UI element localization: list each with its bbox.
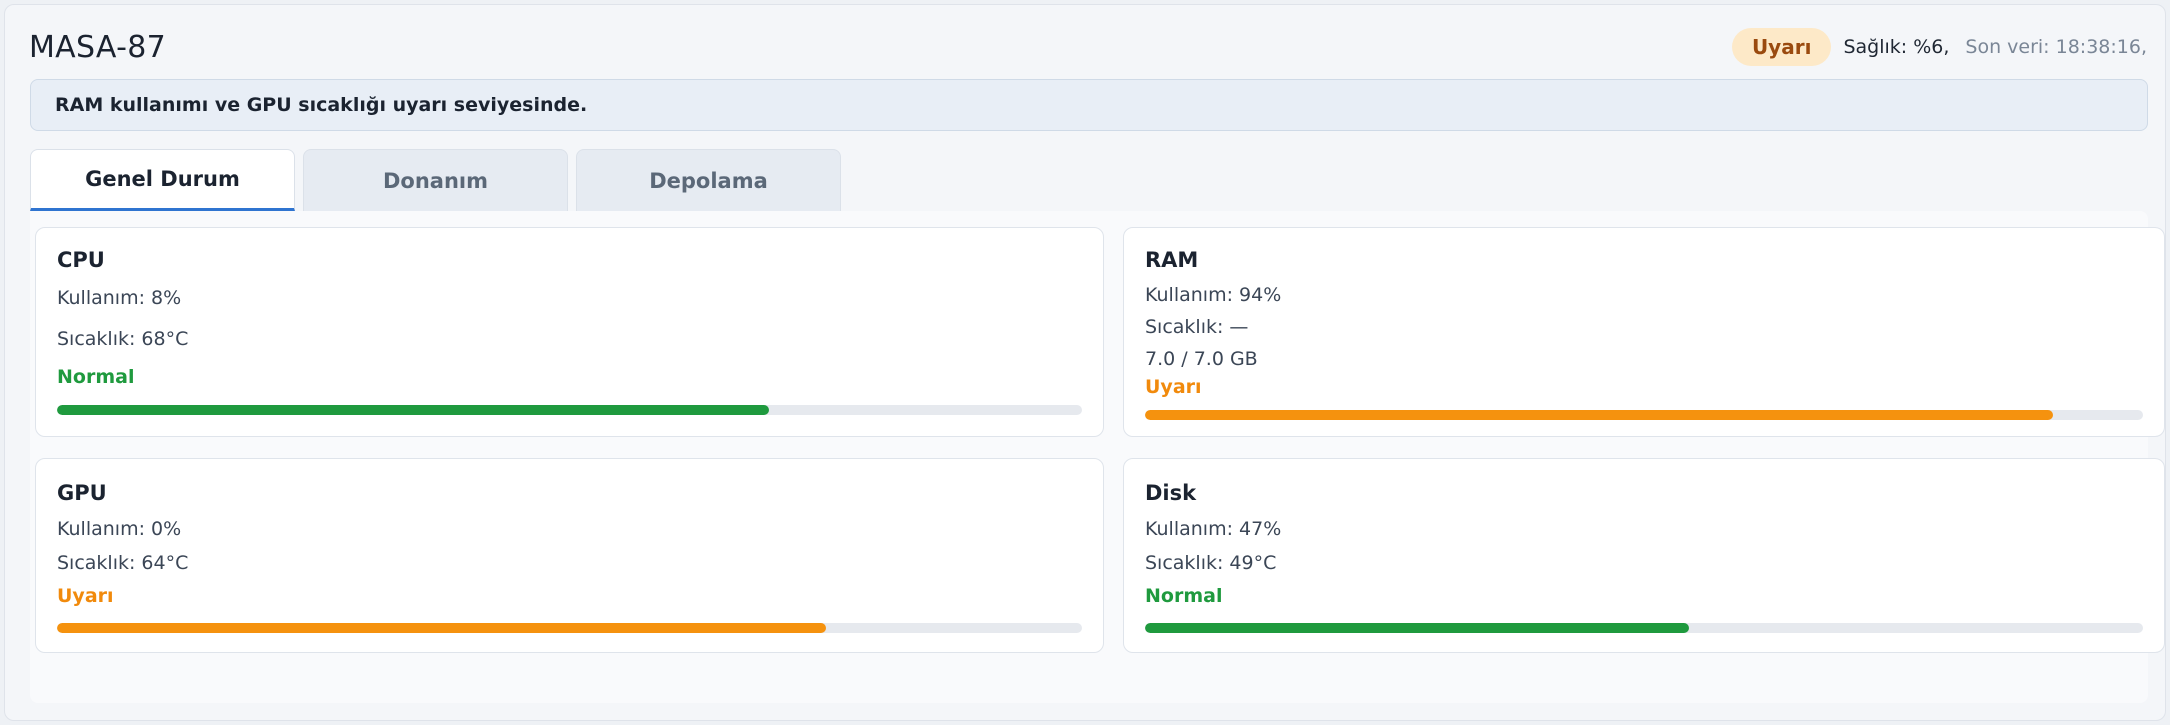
status-label: Uyarı <box>57 585 114 607</box>
page-title: MASA-87 <box>29 29 166 65</box>
capacity-text: 7.0 / 7.0 GB <box>1145 348 1258 370</box>
temperature-text: Sıcaklık: 64°C <box>57 552 189 574</box>
tab-donanim[interactable]: Donanım <box>303 149 568 211</box>
tab-depolama[interactable]: Depolama <box>576 149 841 211</box>
progress-track <box>1145 410 2143 420</box>
header-status: Uyarı Sağlık: %6, Son veri: 18:38:16, <box>1731 28 2147 66</box>
gpu-card: GPU Kullanım: 0% Sıcaklık: 64°C Uyarı <box>35 458 1104 653</box>
usage-text: Kullanım: 47% <box>1145 518 1282 540</box>
last-data-timestamp: Son veri: 18:38:16, <box>1965 36 2147 58</box>
progress-fill <box>57 623 826 633</box>
status-badge: Uyarı <box>1731 28 1832 66</box>
status-label: Normal <box>57 366 135 388</box>
status-label: Normal <box>1145 585 1223 607</box>
card-title: GPU <box>57 481 107 505</box>
tab-bar: Genel Durum Donanım Depolama <box>30 149 841 211</box>
tab-genel-durum[interactable]: Genel Durum <box>30 149 295 211</box>
alert-banner: RAM kullanımı ve GPU sıcaklığı uyarı sev… <box>30 79 2148 131</box>
card-title: CPU <box>57 248 105 272</box>
progress-fill <box>1145 410 2054 420</box>
progress-track <box>1145 623 2143 633</box>
tab-panel: CPU Kullanım: 8% Sıcaklık: 68°C Normal R… <box>30 211 2165 703</box>
card-title: Disk <box>1145 481 1197 505</box>
ram-card: RAM Kullanım: 94% Sıcaklık: — 7.0 / 7.0 … <box>1123 227 2165 437</box>
temperature-text: Sıcaklık: 68°C <box>57 328 189 350</box>
progress-track <box>57 405 1082 415</box>
dashboard-window: MASA-87 Uyarı Sağlık: %6, Son veri: 18:3… <box>4 4 2166 721</box>
status-label: Uyarı <box>1145 376 1202 398</box>
usage-text: Kullanım: 8% <box>57 287 182 309</box>
progress-fill <box>1145 623 1689 633</box>
progress-track <box>57 623 1082 633</box>
temperature-text: Sıcaklık: 49°C <box>1145 552 1277 574</box>
temperature-text: Sıcaklık: — <box>1145 316 1249 338</box>
card-title: RAM <box>1145 248 1199 272</box>
health-text: Sağlık: %6, <box>1843 36 1950 58</box>
usage-text: Kullanım: 94% <box>1145 284 1282 306</box>
disk-card: Disk Kullanım: 47% Sıcaklık: 49°C Normal <box>1123 458 2165 653</box>
progress-fill <box>57 405 770 415</box>
usage-text: Kullanım: 0% <box>57 518 182 540</box>
cpu-card: CPU Kullanım: 8% Sıcaklık: 68°C Normal <box>35 227 1104 437</box>
header: MASA-87 Uyarı Sağlık: %6, Son veri: 18:3… <box>29 27 2147 67</box>
